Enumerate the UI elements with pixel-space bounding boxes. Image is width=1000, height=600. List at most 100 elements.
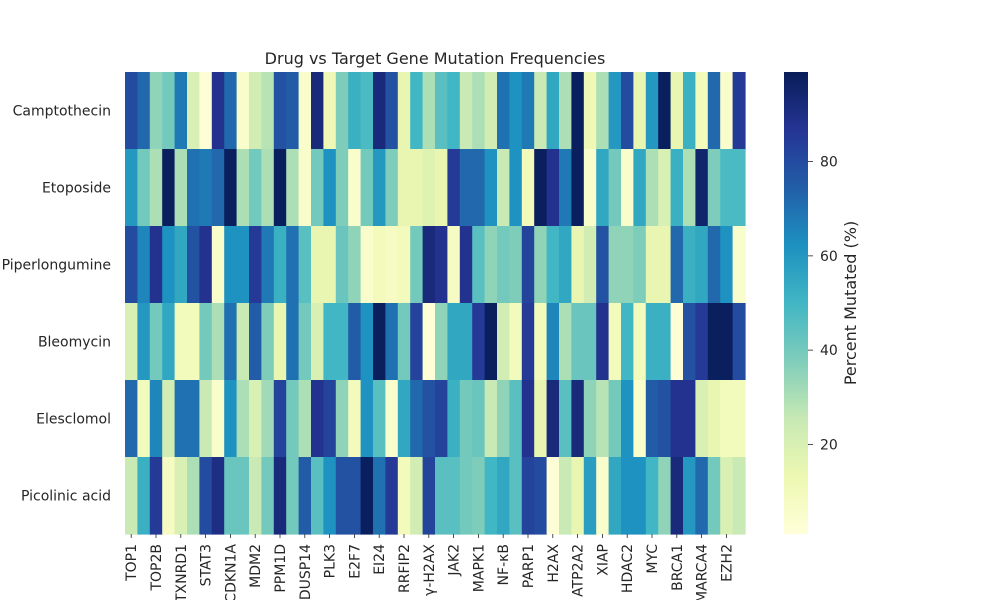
heatmap-cell xyxy=(187,380,200,458)
heatmap-cell xyxy=(546,149,560,227)
heatmap-cell xyxy=(236,226,250,304)
heatmap-cell xyxy=(335,72,349,150)
heatmap-cell xyxy=(286,457,300,535)
heatmap-cell xyxy=(484,149,498,227)
row-label: Camptothecin xyxy=(13,104,111,120)
heatmap-cell xyxy=(583,457,597,535)
heatmap-cell xyxy=(249,380,262,458)
column-tick-label: NF-κB xyxy=(496,544,512,585)
heatmap-cell xyxy=(149,149,163,227)
heatmap-cell xyxy=(658,226,672,304)
heatmap-cell xyxy=(211,149,225,227)
heatmap-cell xyxy=(348,72,362,150)
heatmap-cell xyxy=(323,303,337,381)
heatmap-cell xyxy=(397,457,411,535)
heatmap-cell xyxy=(249,149,262,227)
heatmap-cell xyxy=(645,226,659,304)
heatmap-cell xyxy=(199,149,213,227)
heatmap-cell xyxy=(162,72,176,150)
heatmap-cell xyxy=(484,72,498,150)
heatmap-cell xyxy=(633,380,647,458)
heatmap-cell xyxy=(422,380,436,458)
heatmap-cell xyxy=(608,72,622,150)
heatmap-cell xyxy=(323,226,337,304)
heatmap-cell xyxy=(732,149,746,227)
heatmap-cell xyxy=(125,226,138,304)
column-tick-label: TXNRD1 xyxy=(174,544,190,600)
heatmap-cell xyxy=(335,380,349,458)
heatmap-cell xyxy=(732,226,746,304)
heatmap-cell xyxy=(125,380,138,458)
heatmap-cell xyxy=(224,303,238,381)
heatmap-cell xyxy=(435,72,448,150)
heatmap-cell xyxy=(633,226,647,304)
heatmap-cell xyxy=(174,303,188,381)
heatmap-cell xyxy=(546,72,560,150)
heatmap-cell xyxy=(658,149,672,227)
heatmap-cell xyxy=(422,72,436,150)
heatmap-cell xyxy=(311,226,324,304)
heatmap-cell xyxy=(323,457,337,535)
heatmap-cell xyxy=(583,149,597,227)
heatmap-cell xyxy=(484,226,498,304)
heatmap-cell xyxy=(509,72,523,150)
heatmap-cell xyxy=(199,72,213,150)
heatmap-cell xyxy=(236,303,250,381)
heatmap-cell xyxy=(187,457,200,535)
heatmap-cell xyxy=(707,149,721,227)
heatmap-cell xyxy=(162,149,176,227)
heatmap-cell xyxy=(459,149,473,227)
column-tick-label: CDKN1A xyxy=(223,544,239,600)
heatmap-cell xyxy=(224,226,238,304)
heatmap-cell xyxy=(187,226,200,304)
heatmap-cell xyxy=(249,226,262,304)
heatmap-cell xyxy=(695,303,709,381)
heatmap-cell xyxy=(385,72,399,150)
chart-title: Drug vs Target Gene Mutation Frequencies xyxy=(265,49,606,68)
heatmap-cell xyxy=(137,149,151,227)
heatmap-cell xyxy=(621,226,634,304)
heatmap-cell xyxy=(534,380,548,458)
heatmap-cell xyxy=(149,380,163,458)
colorbar xyxy=(784,72,808,534)
heatmap-cell xyxy=(497,149,510,227)
heatmap-cell xyxy=(174,149,188,227)
heatmap-cell xyxy=(447,380,461,458)
heatmap-cell xyxy=(670,226,684,304)
heatmap-cell xyxy=(621,457,634,535)
heatmap-cell xyxy=(633,303,647,381)
heatmap-cell xyxy=(149,303,163,381)
heatmap-cell xyxy=(472,149,486,227)
heatmap-cell xyxy=(521,149,535,227)
colorbar-tick-label: 40 xyxy=(820,343,838,359)
heatmap-cell xyxy=(360,303,374,381)
heatmap-cell xyxy=(683,149,696,227)
heatmap-cell xyxy=(435,457,448,535)
heatmap-cell xyxy=(521,380,535,458)
heatmap-cell xyxy=(311,380,324,458)
heatmap-cell xyxy=(137,380,151,458)
heatmap-cell xyxy=(348,226,362,304)
heatmap-cell xyxy=(273,303,287,381)
heatmap-cell xyxy=(559,457,572,535)
heatmap-cell xyxy=(707,380,721,458)
heatmap-cell xyxy=(373,72,386,150)
heatmap-cell xyxy=(683,226,696,304)
heatmap-cell xyxy=(360,457,374,535)
column-tick-label: DUSP14 xyxy=(298,544,314,600)
heatmap-cell xyxy=(521,457,535,535)
heatmap-cell xyxy=(633,457,647,535)
heatmap-cell xyxy=(571,303,585,381)
column-tick-label: TOP2B xyxy=(149,544,165,592)
heatmap-cell xyxy=(298,149,312,227)
heatmap-cell xyxy=(447,457,461,535)
heatmap-cell xyxy=(323,149,337,227)
heatmap-cell xyxy=(608,380,622,458)
heatmap-cell xyxy=(211,226,225,304)
heatmap-cell xyxy=(670,380,684,458)
heatmap-cell xyxy=(422,457,436,535)
heatmap-cell xyxy=(385,380,399,458)
column-tick-label: BRCA1 xyxy=(670,544,686,591)
heatmap-cell xyxy=(211,457,225,535)
heatmap-cell xyxy=(385,303,399,381)
